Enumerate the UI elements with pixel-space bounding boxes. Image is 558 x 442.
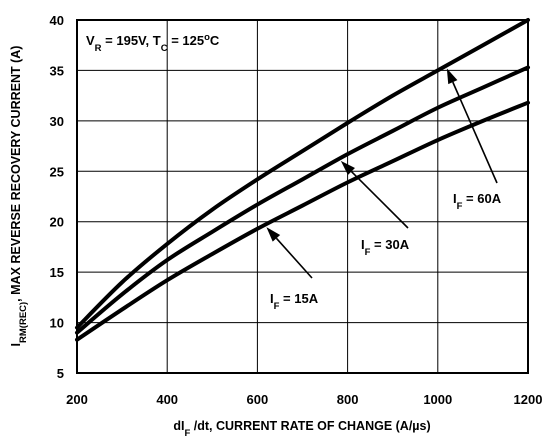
leader-line-if-60a bbox=[452, 81, 498, 184]
x-tick-label: 400 bbox=[156, 392, 178, 407]
y-tick-label: 30 bbox=[50, 114, 64, 129]
series-label-if-30a: IF = 30A bbox=[361, 237, 410, 258]
y-tick-label: 15 bbox=[50, 265, 64, 280]
arrowhead-if-60a bbox=[446, 68, 458, 85]
series-label-if-60a: IF = 60A bbox=[453, 191, 502, 212]
y-tick-label: 20 bbox=[50, 215, 64, 230]
annotations: IF = 60A IF = 30A IF = 15A bbox=[266, 68, 502, 312]
curves bbox=[75, 18, 530, 342]
y-axis-label: IRM(REC), MAX REVERSE RECOVERY CURRENT (… bbox=[9, 46, 29, 347]
curve-if-60a bbox=[75, 18, 530, 330]
curve-if-15a bbox=[75, 100, 530, 342]
y-tick-label: 25 bbox=[50, 164, 64, 179]
x-tick-label: 600 bbox=[247, 392, 269, 407]
y-tick-label: 40 bbox=[50, 13, 64, 28]
series-label-if-15a: IF = 15A bbox=[270, 291, 319, 312]
grid-lines bbox=[77, 20, 528, 373]
curve-if-30a bbox=[75, 65, 530, 335]
leader-line-if-15a bbox=[275, 237, 313, 279]
x-tick-label: 1200 bbox=[514, 392, 543, 407]
x-axis-label: dIF /dt, CURRENT RATE OF CHANGE (A/µs) bbox=[173, 419, 430, 439]
test-condition-label: VR = 195V, TC = 125oC bbox=[86, 32, 220, 54]
x-tick-label: 200 bbox=[66, 392, 88, 407]
y-tick-label: 5 bbox=[57, 366, 64, 381]
y-tick-label: 35 bbox=[50, 63, 64, 78]
y-tick-label: 10 bbox=[50, 316, 64, 331]
x-tick-label: 1000 bbox=[423, 392, 452, 407]
tick-labels: 200 400 600 800 1000 1200 5 10 15 20 25 30 35 40 bbox=[50, 13, 543, 407]
plot-frame bbox=[76, 19, 529, 374]
leader-line-if-30a bbox=[350, 170, 409, 229]
arrowhead-if-15a bbox=[266, 227, 281, 242]
x-tick-label: 800 bbox=[337, 392, 359, 407]
arrowhead-if-30a bbox=[340, 160, 355, 176]
